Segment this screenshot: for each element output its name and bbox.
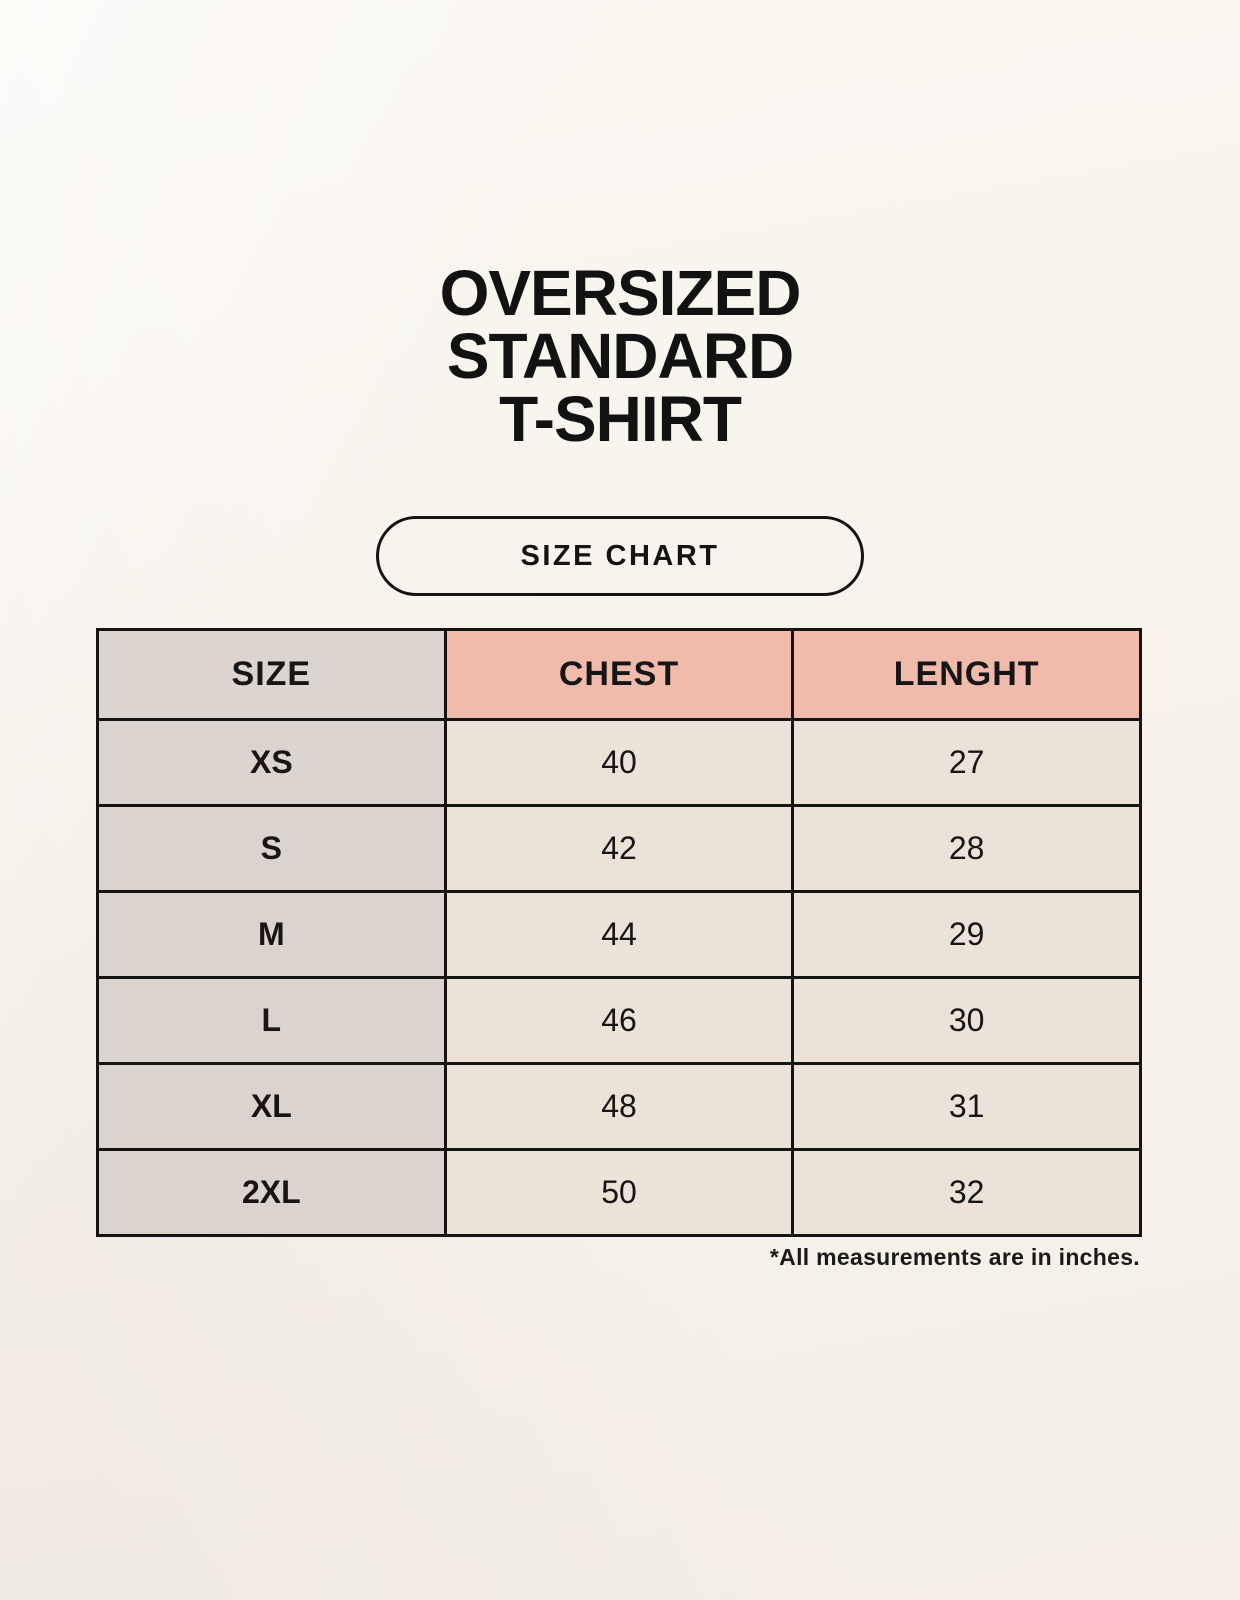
measurements-footnote: *All measurements are in inches. [769, 1244, 1140, 1270]
size-table: SIZE CHEST LENGHT XS 40 27 S 42 28 M 44 … [96, 628, 1142, 1237]
page-title: OVERSIZED STANDARD T-SHIRT [0, 257, 1240, 455]
length-value-cell: 27 [794, 721, 1139, 804]
chest-value-cell: 50 [446, 1151, 792, 1234]
column-header-chest: CHEST [446, 631, 792, 718]
page-title-line-2: STANDARD [446, 320, 794, 392]
size-label-cell: S [99, 807, 444, 890]
size-label-cell: L [99, 979, 444, 1062]
column-header-size: SIZE [99, 631, 444, 718]
chest-value-cell: 48 [446, 1065, 792, 1148]
page-title-line-3: T-SHIRT [499, 383, 742, 455]
chest-value-cell: 46 [446, 979, 792, 1062]
chest-value-cell: 40 [446, 721, 792, 804]
length-value-cell: 31 [794, 1065, 1139, 1148]
page-title-line-1: OVERSIZED [439, 257, 802, 329]
length-value-cell: 28 [794, 807, 1139, 890]
size-label-cell: XS [99, 721, 444, 804]
length-value-cell: 32 [794, 1151, 1139, 1234]
size-label-cell: XL [99, 1065, 444, 1148]
length-value-cell: 30 [794, 979, 1139, 1062]
length-value-cell: 29 [794, 893, 1139, 976]
size-chart-button[interactable]: SIZE CHART [376, 516, 864, 596]
chest-value-cell: 42 [446, 807, 792, 890]
chest-value-cell: 44 [446, 893, 792, 976]
size-label-cell: M [99, 893, 444, 976]
column-header-length: LENGHT [794, 631, 1139, 718]
size-label-cell: 2XL [99, 1151, 444, 1234]
